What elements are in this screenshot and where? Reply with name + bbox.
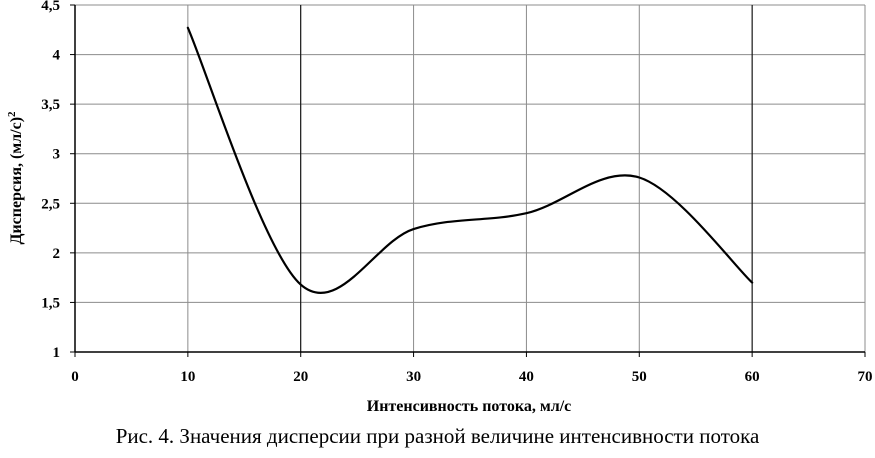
x-axis-title: Интенсивность потока, мл/с	[367, 398, 572, 415]
series-line	[186, 26, 754, 294]
y-tick-label: 3	[53, 147, 61, 163]
x-tick-label: 20	[293, 369, 308, 385]
x-tick-label: 60	[745, 369, 760, 385]
y-axis-title-superscript: 2	[6, 111, 18, 117]
x-tick-label: 0	[71, 369, 79, 385]
y-tick-labels: 1 1,5 2 2,5 3 3,5 4 4,5	[41, 0, 60, 361]
x-tick-label: 40	[519, 369, 534, 385]
grid	[75, 4, 866, 352]
axes	[70, 4, 866, 357]
figure-caption: Рис. 4. Значения дисперсии при разной ве…	[115, 424, 760, 448]
y-tick-label: 1	[53, 345, 61, 361]
x-tick-label: 50	[632, 369, 647, 385]
y-tick-label: 4	[53, 48, 61, 64]
x-tick-label: 70	[858, 369, 873, 385]
x-tick-label: 30	[406, 369, 421, 385]
series	[186, 26, 754, 294]
x-tick-labels: 0 10 20 30 40 50 60 70	[71, 369, 872, 385]
y-tick-label: 4,5	[41, 0, 60, 14]
y-axis-title: Дисперсия, (мл/с)2	[6, 111, 25, 245]
y-axis-title-main: Дисперсия, (мл/с)	[8, 117, 25, 245]
y-tick-label: 2,5	[41, 196, 60, 212]
y-tick-label: 2	[53, 246, 61, 262]
y-tick-label: 1,5	[41, 295, 60, 311]
x-tick-label: 10	[180, 369, 195, 385]
y-tick-label: 3,5	[41, 97, 60, 113]
